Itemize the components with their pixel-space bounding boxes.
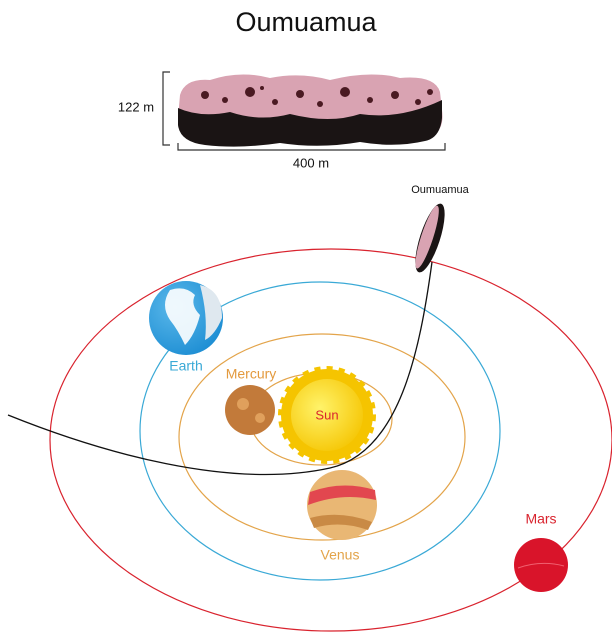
height-label: 122 m bbox=[118, 99, 154, 114]
venus-band bbox=[308, 485, 376, 505]
sun-label: Sun bbox=[315, 407, 338, 422]
mars-label: Mars bbox=[525, 511, 556, 527]
earth-shade bbox=[200, 285, 222, 340]
venus-label: Venus bbox=[321, 547, 360, 563]
earth-land bbox=[165, 288, 200, 345]
venus-band bbox=[310, 514, 372, 530]
length-label: 400 m bbox=[293, 155, 329, 170]
object-label: Oumuamua bbox=[411, 184, 469, 196]
sun bbox=[278, 366, 376, 464]
mercury-spot bbox=[237, 398, 249, 410]
earth-orbit bbox=[139, 281, 501, 581]
mercury-label: Mercury bbox=[226, 366, 277, 382]
oumuamua-rock bbox=[178, 74, 443, 147]
oumuamua-small bbox=[415, 203, 445, 273]
venus bbox=[307, 470, 377, 540]
mercury-spot bbox=[255, 413, 265, 423]
length-bracket bbox=[177, 143, 446, 151]
mercury bbox=[225, 385, 275, 435]
trajectory bbox=[7, 261, 433, 476]
mars-orbit bbox=[49, 248, 612, 632]
mars bbox=[514, 538, 568, 592]
venus-orbit bbox=[178, 333, 466, 541]
earth-label: Earth bbox=[169, 358, 202, 374]
height-bracket bbox=[162, 71, 170, 146]
mars-detail bbox=[517, 562, 565, 569]
title: Oumuamua bbox=[235, 7, 377, 37]
